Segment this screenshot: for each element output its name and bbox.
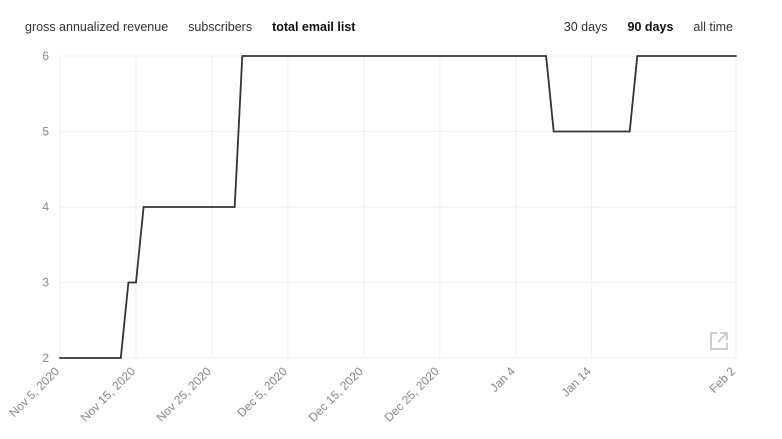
x-tick-label: Nov 5, 2020: [6, 364, 62, 420]
data-point: [59, 357, 61, 359]
x-tick-label: Dec 15, 2020: [306, 364, 367, 425]
data-point: [233, 206, 236, 208]
tab-30-days[interactable]: 30 days: [563, 20, 608, 34]
data-point: [119, 357, 122, 359]
x-tick-label: Dec 5, 2020: [234, 364, 290, 420]
x-tick-label: Dec 25, 2020: [382, 364, 443, 425]
data-point: [636, 55, 639, 57]
external-link-icon[interactable]: [708, 330, 730, 352]
data-point: [735, 55, 737, 57]
tab-all-time[interactable]: all time: [693, 20, 733, 34]
tab-gross-annualized-revenue[interactable]: gross annualized revenue: [25, 20, 169, 34]
y-tick-label: 3: [42, 276, 49, 290]
tab-total-email-list[interactable]: total email list: [272, 20, 356, 34]
x-tick-label: Nov 15, 2020: [78, 364, 139, 425]
data-point: [241, 55, 244, 57]
metric-tabs: gross annualized revenue subscribers total…: [25, 19, 355, 35]
x-tick-label: Jan 14: [558, 364, 594, 400]
data-point: [135, 281, 137, 284]
y-tick-label: 4: [42, 200, 49, 214]
tab-subscribers[interactable]: subscribers: [188, 20, 253, 34]
y-tick-label: 2: [42, 351, 49, 365]
x-tick-label: Nov 25, 2020: [154, 364, 215, 425]
y-tick-label: 6: [42, 49, 49, 63]
data-point: [545, 55, 548, 57]
x-tick-label: Feb 2: [707, 364, 739, 396]
series-line: [60, 55, 736, 359]
tab-90-days[interactable]: 90 days: [627, 20, 674, 34]
data-point: [127, 281, 130, 284]
data-point: [552, 130, 555, 133]
data-point: [628, 130, 631, 133]
y-tick-label: 5: [42, 125, 49, 139]
x-tick-label: Jan 4: [487, 364, 518, 395]
data-point: [142, 206, 145, 208]
range-tabs: 30 days 90 days all time: [564, 19, 733, 35]
